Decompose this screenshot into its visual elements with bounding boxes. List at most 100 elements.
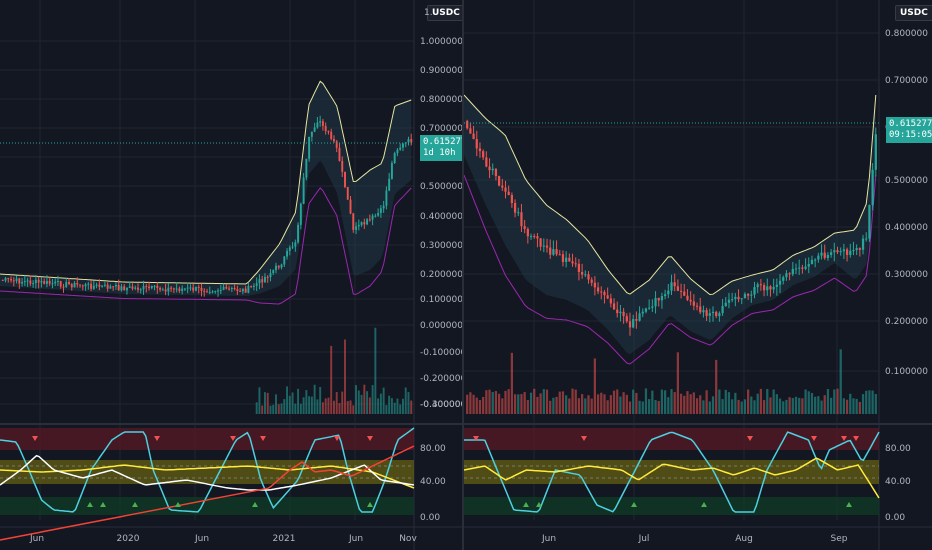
candle-body <box>230 288 233 290</box>
volume-bar <box>660 389 664 414</box>
volume-bar <box>692 392 695 414</box>
time-axis-label: Jul <box>638 534 650 544</box>
time-axis-label: Jun <box>29 534 44 544</box>
volume-bar <box>469 392 472 414</box>
candle-body <box>469 128 472 134</box>
candle-body <box>10 279 13 281</box>
candle-body <box>619 311 622 314</box>
chart-separator[interactable] <box>462 0 464 550</box>
candle-body <box>670 282 673 291</box>
volume-bar <box>724 389 727 414</box>
volume-bar <box>539 393 542 414</box>
price-axis-label: 0.800000 <box>885 29 928 39</box>
volume-bar <box>277 404 280 414</box>
candle-body <box>150 286 153 289</box>
volume-bar <box>814 396 817 414</box>
osc-cyan-line <box>464 431 880 513</box>
candle-body <box>817 255 820 260</box>
volume-bar <box>526 400 529 414</box>
left-countdown: 1d 10h <box>423 148 456 158</box>
volume-bar <box>775 394 778 414</box>
candle-body <box>829 252 833 255</box>
candle-body <box>571 261 574 264</box>
candle-body <box>355 226 358 230</box>
candle-body <box>651 306 654 308</box>
volume-bar <box>762 400 766 414</box>
volume-bar <box>794 396 798 414</box>
volume-bar <box>778 398 782 414</box>
candle-body <box>371 215 374 220</box>
left-chart-canvas[interactable]: 1.0000000.9000000.8000000.7000000.600000… <box>0 0 462 550</box>
overbought-zone <box>0 428 414 450</box>
candle-body <box>482 151 485 158</box>
candle-body <box>580 272 584 275</box>
volume-bar <box>833 389 836 414</box>
volume-bar <box>874 394 877 414</box>
volume-bar <box>829 397 833 414</box>
bollinger-upper-line <box>464 94 877 296</box>
candle-body <box>750 294 753 296</box>
bollinger-band-fill <box>464 95 876 355</box>
volume-bar <box>491 391 494 414</box>
candle-body <box>313 127 316 132</box>
right-chart-canvas[interactable]: 0.8000000.7000000.6000000.5000000.400000… <box>464 0 932 550</box>
volume-bar <box>711 396 715 414</box>
volume-bar <box>280 403 283 414</box>
candle-body <box>577 263 581 273</box>
volume-bar <box>363 384 366 414</box>
candle-body <box>68 282 70 285</box>
candle-body <box>247 285 250 293</box>
candle-body <box>297 224 300 243</box>
candle-body <box>861 238 865 250</box>
volume-bar <box>401 398 404 414</box>
candle-body <box>491 168 494 171</box>
left-chart-pane[interactable]: 1.0000000.9000000.8000000.7000000.600000… <box>0 0 462 550</box>
candle-body <box>596 287 600 292</box>
candle-body <box>164 289 167 292</box>
volume-bar <box>788 397 791 414</box>
candle-body <box>836 250 839 253</box>
candle-body <box>73 282 76 288</box>
sell-signal-marker <box>260 436 266 441</box>
volume-bar <box>823 395 826 414</box>
candle-body <box>545 245 549 248</box>
candle-body <box>699 306 702 313</box>
volume-bar <box>670 389 673 414</box>
volume-bar <box>466 394 469 414</box>
price-axis-label: 0.300000 <box>885 270 928 280</box>
candle-body <box>485 157 488 167</box>
candle-body <box>250 285 253 287</box>
volume-bar <box>549 400 552 414</box>
candle-body <box>103 284 106 286</box>
candle-body <box>21 281 24 284</box>
candle-body <box>327 131 330 133</box>
candle-body <box>587 274 590 280</box>
candle-body <box>612 303 616 310</box>
candle-body <box>363 222 366 225</box>
volume-bar <box>855 398 858 414</box>
candle-body <box>255 283 258 286</box>
candle-body <box>721 306 724 314</box>
candle-body <box>791 268 794 275</box>
volume-bar <box>478 400 482 414</box>
volume-bar <box>679 393 683 414</box>
volume-bar <box>804 389 807 414</box>
volume-bar <box>488 389 491 414</box>
volume-bar <box>352 405 355 414</box>
right-chart-pane[interactable]: 0.8000000.7000000.6000000.5000000.400000… <box>464 0 932 550</box>
volume-bar <box>782 401 785 414</box>
candle-body <box>778 280 782 285</box>
osc-red-line <box>0 445 415 541</box>
volume-bar <box>269 405 272 414</box>
candle-body <box>552 249 555 255</box>
price-axis-label: -0.100000 <box>420 348 462 358</box>
volume-bar <box>520 394 523 414</box>
candle-body <box>501 185 504 188</box>
sell-signal-marker <box>811 436 817 441</box>
candle-body <box>288 247 291 251</box>
volume-bar <box>510 352 514 414</box>
candle-body <box>101 285 104 287</box>
candle-body <box>625 316 628 322</box>
price-axis-label: -0.400000 <box>420 400 462 410</box>
volume-bar <box>817 396 820 414</box>
